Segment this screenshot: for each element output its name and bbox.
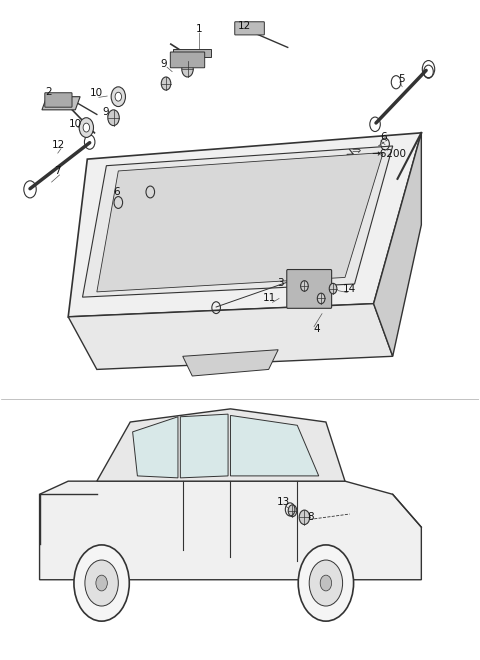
Polygon shape xyxy=(180,414,228,478)
Circle shape xyxy=(74,545,129,621)
Polygon shape xyxy=(230,415,319,476)
Circle shape xyxy=(320,575,332,591)
Text: 13: 13 xyxy=(276,497,289,507)
Polygon shape xyxy=(373,133,421,356)
Text: 1: 1 xyxy=(196,24,203,34)
Circle shape xyxy=(79,117,94,137)
Polygon shape xyxy=(68,133,421,317)
Text: 12: 12 xyxy=(52,140,65,150)
Circle shape xyxy=(115,92,121,101)
Text: 6: 6 xyxy=(380,133,386,143)
Polygon shape xyxy=(42,96,80,110)
Circle shape xyxy=(299,510,310,525)
Circle shape xyxy=(309,560,343,606)
Text: 3: 3 xyxy=(277,278,284,288)
Polygon shape xyxy=(97,152,383,292)
Text: 8: 8 xyxy=(307,512,314,522)
Circle shape xyxy=(96,575,108,591)
Text: 9: 9 xyxy=(102,107,109,117)
Circle shape xyxy=(83,123,90,132)
Polygon shape xyxy=(39,481,421,579)
Polygon shape xyxy=(83,146,393,297)
Text: 14: 14 xyxy=(343,284,356,294)
Circle shape xyxy=(288,505,297,517)
Circle shape xyxy=(329,283,337,294)
FancyBboxPatch shape xyxy=(170,52,204,68)
Text: 5: 5 xyxy=(398,74,405,84)
Text: 9: 9 xyxy=(160,59,167,69)
Circle shape xyxy=(161,77,171,90)
FancyBboxPatch shape xyxy=(235,22,264,35)
Polygon shape xyxy=(97,409,345,481)
Circle shape xyxy=(111,87,125,106)
Text: 4: 4 xyxy=(313,323,320,334)
Text: 7: 7 xyxy=(54,166,61,176)
Polygon shape xyxy=(132,416,178,478)
Circle shape xyxy=(300,280,308,291)
FancyBboxPatch shape xyxy=(287,269,332,308)
Text: 10: 10 xyxy=(69,119,82,129)
Polygon shape xyxy=(183,350,278,376)
Text: ⇒: ⇒ xyxy=(351,146,360,156)
Polygon shape xyxy=(68,304,393,370)
Text: 6: 6 xyxy=(114,187,120,197)
Text: 10: 10 xyxy=(89,88,102,98)
Text: 2: 2 xyxy=(45,87,51,97)
Circle shape xyxy=(182,61,193,77)
FancyBboxPatch shape xyxy=(45,93,72,107)
Circle shape xyxy=(85,560,118,606)
Circle shape xyxy=(317,293,325,304)
Circle shape xyxy=(108,110,119,125)
Text: 11: 11 xyxy=(263,294,276,304)
Text: →6200: →6200 xyxy=(371,149,406,159)
Polygon shape xyxy=(173,49,211,57)
Circle shape xyxy=(298,545,354,621)
Text: 12: 12 xyxy=(238,20,252,31)
